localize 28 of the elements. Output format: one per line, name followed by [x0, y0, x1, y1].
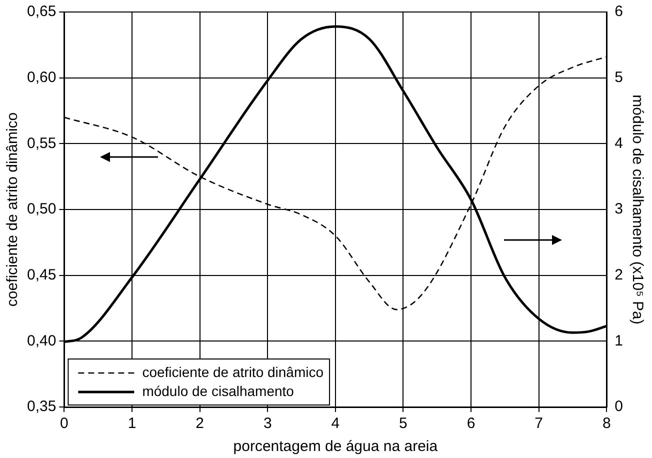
- x-tick-label: 8: [602, 415, 611, 432]
- y2-tick-label: 1: [614, 332, 623, 350]
- y-tick-label: 0,35: [26, 398, 56, 416]
- x-tick-label: 6: [466, 415, 476, 432]
- y2-tick-label: 2: [614, 266, 623, 284]
- x-tick-label: 7: [534, 415, 544, 432]
- y2-tick-label: 4: [614, 134, 623, 152]
- y-axis-title: coeficiente de atrito dinâmico: [4, 112, 22, 307]
- legend-label: módulo de cisalhamento: [142, 382, 294, 399]
- y-tick-label: 0,50: [26, 200, 56, 218]
- y2-tick-label: 3: [614, 200, 623, 218]
- y-tick-label: 0,65: [26, 3, 56, 20]
- y2-tick-label: 5: [614, 68, 623, 86]
- y-tick-label: 0,55: [26, 134, 56, 152]
- x-axis-title: porcentagem de água na areia: [233, 438, 438, 456]
- x-tick-label: 0: [60, 415, 68, 432]
- y2-axis-title: módulo de cisalhamento (x10⁵ Pa): [628, 94, 646, 324]
- y-tick-label: 0,40: [26, 332, 56, 350]
- y-tick-label: 0,60: [26, 68, 56, 86]
- legend-label: coeficiente de atrito dinâmico: [142, 364, 324, 380]
- x-tick-label: 3: [263, 415, 272, 432]
- y-tick-label: 0,45: [26, 266, 56, 284]
- x-tick-label: 4: [331, 415, 340, 432]
- y2-tick-label: 0: [614, 398, 623, 416]
- x-tick-label: 2: [196, 415, 204, 432]
- x-tick-label: 5: [399, 415, 408, 432]
- y2-tick-label: 6: [614, 3, 623, 20]
- x-tick-label: 1: [128, 415, 136, 432]
